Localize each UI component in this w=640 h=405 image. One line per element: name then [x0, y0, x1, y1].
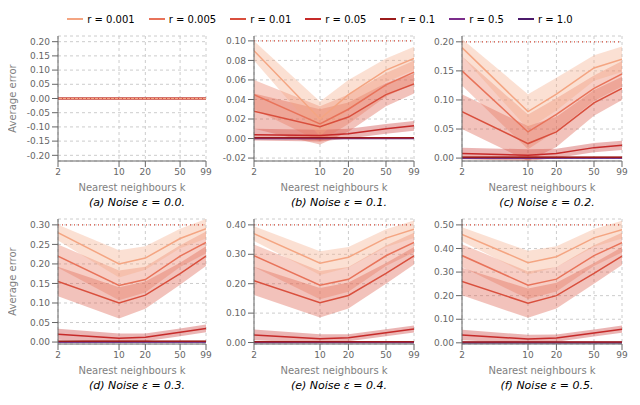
- svg-text:2: 2: [459, 167, 465, 177]
- svg-text:0.10: 0.10: [226, 308, 246, 318]
- svg-text:2: 2: [251, 167, 257, 177]
- svg-text:0.10: 0.10: [434, 95, 454, 105]
- svg-text:-0.02: -0.02: [223, 153, 246, 163]
- svg-text:99: 99: [200, 350, 212, 360]
- svg-text:20: 20: [343, 350, 355, 360]
- svg-text:Nearest neighbours k: Nearest neighbours k: [78, 365, 185, 376]
- svg-text:2: 2: [459, 350, 465, 360]
- svg-text:0.08: 0.08: [226, 56, 246, 66]
- svg-text:0.30: 0.30: [226, 249, 246, 259]
- svg-text:0.30: 0.30: [434, 267, 454, 277]
- svg-text:0.20: 0.20: [226, 279, 246, 289]
- svg-text:99: 99: [200, 167, 212, 177]
- svg-text:0.00: 0.00: [30, 337, 50, 347]
- svg-text:0.02: 0.02: [226, 114, 246, 124]
- svg-text:0.20: 0.20: [434, 37, 454, 47]
- svg-text:0.00: 0.00: [434, 338, 454, 348]
- svg-text:10: 10: [522, 167, 534, 177]
- html-text:r = 0.1: r = 0.1: [400, 13, 436, 25]
- svg-text:0.06: 0.06: [226, 75, 246, 85]
- svg-text:0.04: 0.04: [226, 95, 246, 105]
- svg-text:Nearest neighbours k: Nearest neighbours k: [78, 182, 185, 193]
- svg-text:0.00: 0.00: [434, 153, 454, 163]
- html-text:(a) Noise ε = 0.0.: (a) Noise ε = 0.0.: [89, 196, 185, 209]
- svg-text:0.00: 0.00: [30, 94, 50, 104]
- html-text:r = 0.005: r = 0.005: [168, 13, 217, 25]
- svg-text:Average error: Average error: [8, 63, 18, 132]
- html-text:r = 0.001: r = 0.001: [87, 13, 135, 25]
- svg-text:50: 50: [380, 350, 392, 360]
- svg-text:50: 50: [588, 350, 600, 360]
- html-text:r = 1.0: r = 1.0: [538, 13, 573, 25]
- svg-text:10: 10: [314, 167, 326, 177]
- svg-text:0.25: 0.25: [30, 240, 50, 250]
- svg-text:10: 10: [113, 167, 125, 177]
- svg-text:99: 99: [408, 350, 420, 360]
- html-text:(c) Noise ε = 0.2.: (c) Noise ε = 0.2.: [499, 196, 595, 209]
- svg-text:0.10: 0.10: [30, 298, 50, 308]
- svg-text:Nearest neighbours k: Nearest neighbours k: [280, 182, 387, 193]
- svg-text:-0.05: -0.05: [27, 108, 50, 118]
- svg-text:2: 2: [55, 350, 61, 360]
- svg-text:20: 20: [140, 167, 152, 177]
- html-text:(f) Noise ε = 0.5.: (f) Noise ε = 0.5.: [500, 379, 594, 392]
- svg-text:99: 99: [408, 167, 420, 177]
- svg-text:0.15: 0.15: [434, 66, 454, 76]
- svg-text:0.10: 0.10: [30, 65, 50, 75]
- svg-text:0.40: 0.40: [226, 220, 246, 230]
- svg-text:50: 50: [380, 167, 392, 177]
- svg-text:-0.15: -0.15: [27, 136, 50, 146]
- svg-text:0.15: 0.15: [30, 279, 50, 289]
- svg-text:10: 10: [522, 350, 534, 360]
- svg-text:Nearest neighbours k: Nearest neighbours k: [488, 365, 595, 376]
- html-text:r = 0.05: r = 0.05: [325, 13, 367, 25]
- svg-text:-0.20: -0.20: [27, 151, 51, 161]
- svg-text:50: 50: [174, 350, 186, 360]
- svg-text:0.10: 0.10: [226, 36, 246, 46]
- svg-text:0.30: 0.30: [30, 220, 50, 230]
- svg-text:0.10: 0.10: [434, 314, 454, 324]
- svg-text:99: 99: [616, 167, 628, 177]
- html-text:(d) Noise ε = 0.3.: (d) Noise ε = 0.3.: [88, 379, 186, 392]
- svg-text:0.00: 0.00: [226, 134, 246, 144]
- html-text:(e) Noise ε = 0.4.: (e) Noise ε = 0.4.: [291, 379, 387, 392]
- svg-text:2: 2: [251, 350, 257, 360]
- svg-text:0.20: 0.20: [30, 259, 50, 269]
- html-text:r = 0.5: r = 0.5: [469, 13, 504, 25]
- svg-text:0.20: 0.20: [30, 37, 50, 47]
- html-text:r = 0.01: r = 0.01: [250, 13, 292, 25]
- svg-text:20: 20: [551, 350, 563, 360]
- svg-text:0.05: 0.05: [30, 318, 50, 328]
- html-text:(b) Noise ε = 0.1.: (b) Noise ε = 0.1.: [290, 196, 388, 209]
- svg-text:0.40: 0.40: [434, 244, 454, 254]
- svg-text:0.05: 0.05: [30, 79, 50, 89]
- svg-text:2: 2: [55, 167, 61, 177]
- svg-text:20: 20: [551, 167, 563, 177]
- svg-text:Nearest neighbours k: Nearest neighbours k: [488, 182, 595, 193]
- svg-text:Average error: Average error: [8, 246, 18, 315]
- svg-text:0.00: 0.00: [226, 338, 246, 348]
- svg-text:-0.10: -0.10: [27, 122, 51, 132]
- svg-text:10: 10: [113, 350, 125, 360]
- svg-text:20: 20: [343, 167, 355, 177]
- svg-text:20: 20: [140, 350, 152, 360]
- svg-text:50: 50: [174, 167, 186, 177]
- svg-text:0.15: 0.15: [30, 51, 50, 61]
- svg-text:10: 10: [314, 350, 326, 360]
- svg-text:0.05: 0.05: [434, 124, 454, 134]
- svg-text:Nearest neighbours k: Nearest neighbours k: [280, 365, 387, 376]
- svg-text:99: 99: [616, 350, 628, 360]
- svg-text:0.50: 0.50: [434, 220, 454, 230]
- svg-text:50: 50: [588, 167, 600, 177]
- svg-text:0.20: 0.20: [434, 291, 454, 301]
